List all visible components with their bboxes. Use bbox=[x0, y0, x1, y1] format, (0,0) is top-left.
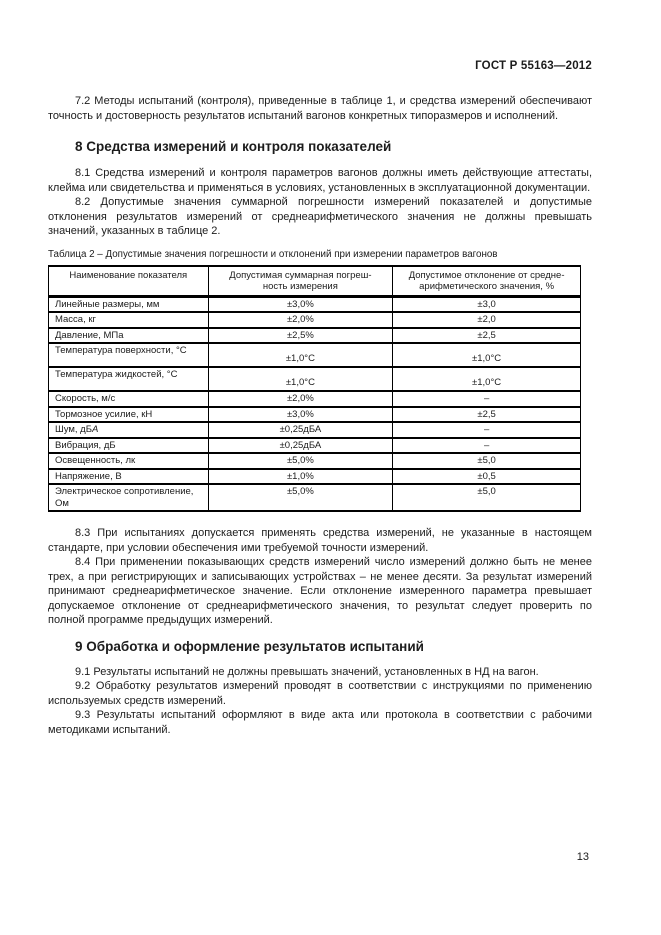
cell-deviation: ±5,0 bbox=[392, 483, 581, 512]
cell-error: ±1,0% bbox=[207, 467, 394, 485]
cell-deviation: ±2,0 bbox=[392, 311, 581, 329]
paragraph-7-2: 7.2 Методы испытаний (контроля), приведе… bbox=[48, 95, 592, 122]
cell-deviation: ±0,5 bbox=[392, 467, 581, 485]
table-2-caption: Таблица 2 – Допустимые значения погрешно… bbox=[48, 248, 498, 260]
column-header-deviation: Допустимое отклонение от средне- арифмет… bbox=[392, 264, 581, 298]
section-9-title: 9 Обработка и оформление результатов исп… bbox=[75, 638, 424, 654]
cell-error: ±0,25дБА bbox=[207, 421, 394, 439]
paragraph-9-1: 9.1 Результаты испытаний не должны превы… bbox=[75, 665, 539, 678]
table-row: Давление, МПа ±2,5% ±2,5 bbox=[48, 326, 581, 344]
page-number: 13 bbox=[576, 851, 589, 863]
cell-deviation: ±1,0°С bbox=[392, 342, 581, 368]
cell-deviation: – bbox=[392, 436, 581, 454]
cell-parameter: Тормозное усилие, кН bbox=[48, 405, 209, 423]
paragraph-8-3: 8.3 При испытаниях допускается применять… bbox=[48, 527, 592, 554]
cell-parameter: Скорость, м/с bbox=[48, 390, 209, 408]
paragraph-9-2: 9.2 Обработку результатов измерений пров… bbox=[48, 680, 592, 707]
page-content: ГОСТ Р 55163—2012 7.2 Методы испытаний (… bbox=[48, 60, 592, 737]
cell-error: ±0,25дБА bbox=[207, 436, 394, 454]
cell-error: ±1,0°С bbox=[207, 366, 394, 392]
cell-error: ±2,0% bbox=[207, 311, 394, 329]
cell-parameter: Электрическое сопротивление, Ом bbox=[48, 483, 209, 512]
cell-parameter: Шум, дБА bbox=[48, 421, 209, 439]
cell-error: ±2,0% bbox=[207, 390, 394, 408]
table-row: Вибрация, дБ ±0,25дБА – bbox=[48, 436, 581, 454]
cell-error: ±3,0% bbox=[207, 405, 394, 423]
table-row: Электрическое сопротивление, Ом ±5,0% ±5… bbox=[48, 483, 581, 512]
cell-parameter-text: Шум, дБ bbox=[55, 424, 92, 435]
cell-deviation: ±1,0°С bbox=[392, 366, 581, 392]
cell-parameter: Линейные размеры, мм bbox=[48, 295, 209, 313]
cell-deviation: – bbox=[392, 421, 581, 439]
document-code-header: ГОСТ Р 55163—2012 bbox=[475, 60, 592, 72]
cell-parameter: Масса, кг bbox=[48, 311, 209, 329]
cell-parameter: Давление, МПа bbox=[48, 326, 209, 344]
table-2: Наименование показателя Допустимая сумма… bbox=[48, 264, 581, 512]
table-row: Тормозное усилие, кН ±3,0% ±2,5 bbox=[48, 405, 581, 423]
table-row: Напряжение, В ±1,0% ±0,5 bbox=[48, 467, 581, 485]
paragraph-8-1: 8.1 Средства измерений и контроля параме… bbox=[48, 167, 592, 194]
column-header-parameter: Наименование показателя bbox=[48, 264, 209, 298]
cell-deviation: ±5,0 bbox=[392, 452, 581, 470]
cell-error: ±1,0°С bbox=[207, 342, 394, 368]
cell-parameter: Температура поверхности, °С bbox=[48, 342, 209, 368]
table-row: Линейные размеры, мм ±3,0% ±3,0 bbox=[48, 295, 581, 313]
table-row: Шум, дБА ±0,25дБА – bbox=[48, 421, 581, 439]
cell-error: ±5,0% bbox=[207, 452, 394, 470]
paragraph-9-3: 9.3 Результаты испытаний оформляют в вид… bbox=[48, 709, 592, 736]
cell-deviation: ±2,5 bbox=[392, 405, 581, 423]
cell-deviation: ±2,5 bbox=[392, 326, 581, 344]
table-row: Освещенность, лк ±5,0% ±5,0 bbox=[48, 452, 581, 470]
cell-parameter: Температура жидкостей, °С bbox=[48, 366, 209, 392]
table-2-body: Линейные размеры, мм ±3,0% ±3,0 Масса, к… bbox=[48, 295, 581, 512]
cell-deviation: ±3,0 bbox=[392, 295, 581, 313]
section-8-title: 8 Средства измерений и контроля показате… bbox=[75, 139, 392, 154]
cell-error: ±5,0% bbox=[207, 483, 394, 512]
table-row: Температура жидкостей, °С ±1,0°С ±1,0°С bbox=[48, 366, 581, 392]
cell-parameter: Освещенность, лк bbox=[48, 452, 209, 470]
table-header-row: Наименование показателя Допустимая сумма… bbox=[48, 264, 581, 298]
table-row: Скорость, м/с ±2,0% – bbox=[48, 390, 581, 408]
paragraph-8-2: 8.2 Допустимые значения суммарной погреш… bbox=[48, 196, 592, 237]
cell-parameter-italic-suffix: А bbox=[91, 424, 99, 435]
cell-error: ±2,5% bbox=[207, 326, 394, 344]
cell-error: ±3,0% bbox=[207, 295, 394, 313]
table-row: Масса, кг ±2,0% ±2,0 bbox=[48, 311, 581, 329]
column-header-total-error: Допустимая суммарная погреш- ность измер… bbox=[207, 264, 394, 298]
paragraph-8-4: 8.4 При применении показывающих средств … bbox=[48, 556, 592, 626]
table-2-header: Наименование показателя Допустимая сумма… bbox=[48, 264, 581, 298]
table-row: Температура поверхности, °С ±1,0°С ±1,0°… bbox=[48, 342, 581, 368]
cell-deviation: – bbox=[392, 390, 581, 408]
cell-parameter: Вибрация, дБ bbox=[48, 436, 209, 454]
cell-parameter: Напряжение, В bbox=[48, 467, 209, 485]
